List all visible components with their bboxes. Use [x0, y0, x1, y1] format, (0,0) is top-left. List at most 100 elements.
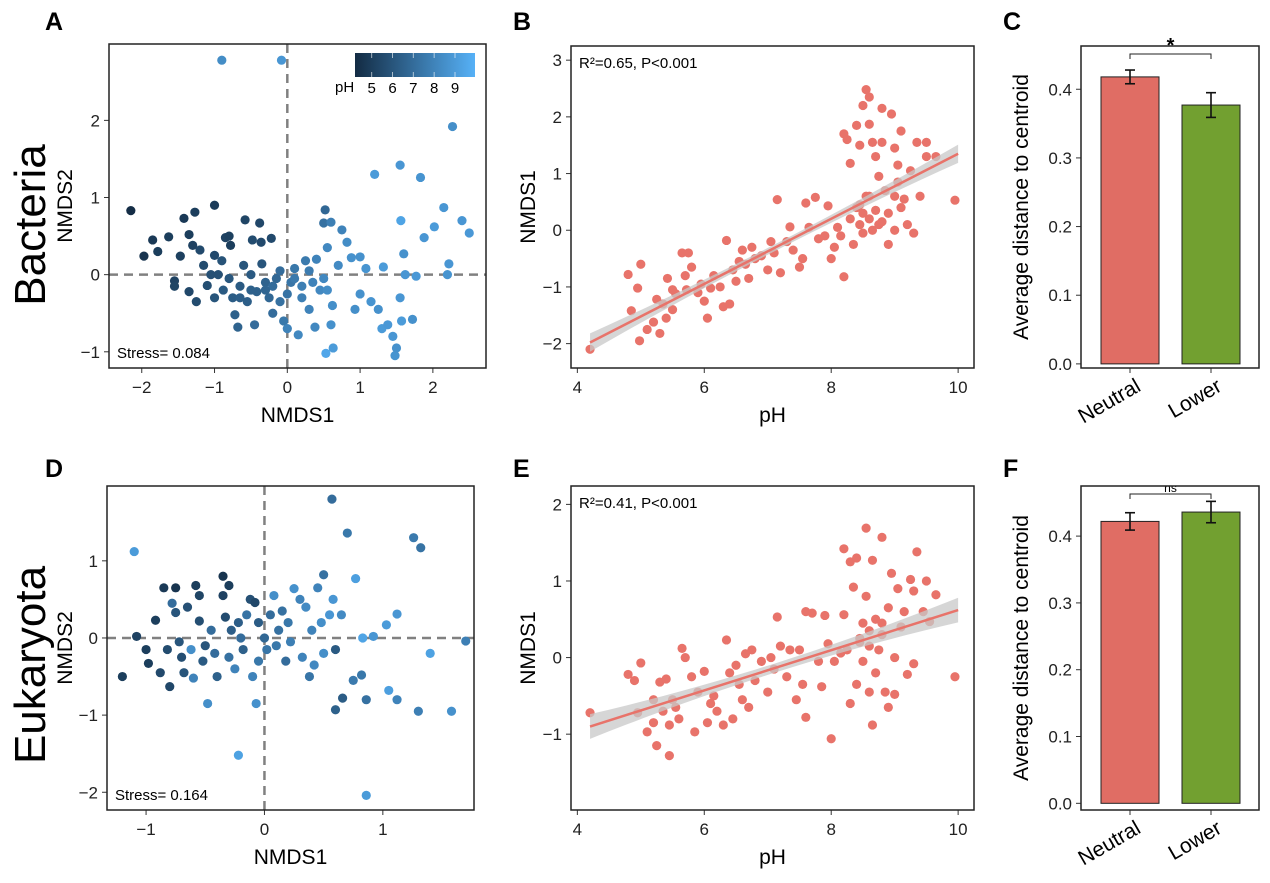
panel-letter: E	[513, 455, 530, 483]
data-point	[350, 304, 360, 314]
annotation: R²=0.41, P<0.001	[579, 495, 697, 512]
data-point	[319, 570, 329, 580]
data-point	[680, 652, 690, 663]
data-point	[893, 584, 903, 594]
data-point	[737, 245, 747, 255]
data-point	[228, 293, 238, 303]
data-point	[361, 695, 371, 705]
y-tick-label: −1	[543, 278, 562, 297]
bar-lower	[1181, 104, 1241, 365]
data-point	[867, 137, 878, 147]
data-point	[399, 249, 409, 259]
data-point	[326, 320, 336, 330]
annotation: Stress= 0.084	[117, 345, 210, 362]
data-point	[661, 313, 671, 323]
data-point	[188, 240, 198, 250]
data-point	[139, 251, 149, 261]
x-tick-label: 10	[949, 378, 968, 397]
data-point	[358, 633, 368, 643]
data-point	[801, 198, 811, 208]
data-point	[276, 55, 287, 65]
data-point	[230, 310, 240, 320]
data-point	[230, 664, 240, 674]
data-point	[240, 215, 250, 225]
data-point	[179, 213, 189, 223]
y-tick-label: 2	[91, 111, 100, 130]
data-point	[848, 239, 859, 250]
bar-neutral	[1100, 76, 1160, 365]
panel-letter: C	[1003, 8, 1021, 36]
data-point	[902, 669, 912, 680]
x-tick-label: 1	[378, 820, 387, 839]
y-tick-label: 0	[553, 649, 562, 668]
panel-a: A NMDS2 NMDS1 −2 −1 0 1 2 −1 0 1 2 Stress= 0.084 5 6 7 8…	[45, 8, 487, 427]
data-point	[772, 612, 782, 622]
plot-border	[108, 43, 487, 369]
data-point	[867, 555, 878, 565]
row-label-bacteria: Bacteria	[6, 144, 55, 306]
data-point	[321, 348, 331, 358]
data-point	[224, 231, 234, 241]
data-point	[721, 635, 732, 645]
data-point	[851, 120, 862, 130]
data-point	[775, 268, 786, 278]
data-point	[721, 235, 732, 246]
x-tick-label: 8	[826, 378, 835, 397]
data-point	[950, 195, 960, 205]
data-point	[171, 583, 181, 593]
data-point	[855, 219, 865, 230]
data-point	[662, 273, 673, 284]
y-tick-label: 1	[553, 165, 562, 184]
panel-e: E NMDS1 pH 4 6 8 10 −1 0 1 2 R²=0.41, P<0.001	[513, 455, 975, 869]
data-point	[275, 266, 285, 276]
data-point	[890, 143, 900, 153]
y-tick-label: −2	[79, 783, 98, 802]
data-point	[867, 225, 878, 235]
data-point	[159, 583, 169, 593]
data-point	[858, 228, 868, 238]
y-tick-label: 0.0	[1048, 794, 1072, 813]
data-point	[225, 240, 236, 250]
data-point	[315, 285, 325, 295]
data-point	[886, 568, 897, 578]
data-point	[143, 658, 154, 669]
data-point	[890, 652, 900, 663]
data-point	[858, 618, 868, 628]
data-point	[395, 160, 405, 170]
plot-border	[1080, 45, 1260, 369]
y-tick-label: 0	[553, 221, 562, 240]
data-point	[636, 259, 646, 269]
colorbar-tick-label: 8	[430, 80, 438, 97]
data-point	[839, 544, 849, 554]
data-point	[661, 674, 671, 684]
x-axis-label: pH	[759, 404, 786, 427]
data-point	[262, 644, 272, 655]
data-point	[330, 644, 341, 655]
data-point	[744, 273, 754, 284]
data-point	[129, 546, 139, 557]
data-point	[233, 750, 244, 760]
plot-border	[1080, 485, 1260, 811]
data-point	[702, 718, 713, 728]
y-tick-label: 0.4	[1048, 80, 1072, 99]
data-point	[141, 644, 151, 655]
data-point	[413, 706, 423, 716]
data-point	[209, 200, 220, 210]
data-point	[326, 217, 336, 227]
data-point	[195, 245, 205, 255]
data-point	[623, 669, 633, 680]
data-point	[858, 208, 868, 218]
data-point	[801, 712, 811, 722]
data-point	[817, 682, 827, 692]
data-point	[396, 316, 407, 326]
data-point	[200, 641, 210, 651]
data-point	[277, 606, 287, 616]
data-point	[253, 617, 264, 628]
y-axis-label: NMDS2	[54, 611, 77, 685]
data-point	[775, 641, 786, 651]
data-point	[785, 222, 795, 232]
data-point	[265, 610, 275, 620]
data-point	[664, 751, 674, 761]
data-point	[333, 260, 343, 270]
data-point	[446, 706, 457, 716]
